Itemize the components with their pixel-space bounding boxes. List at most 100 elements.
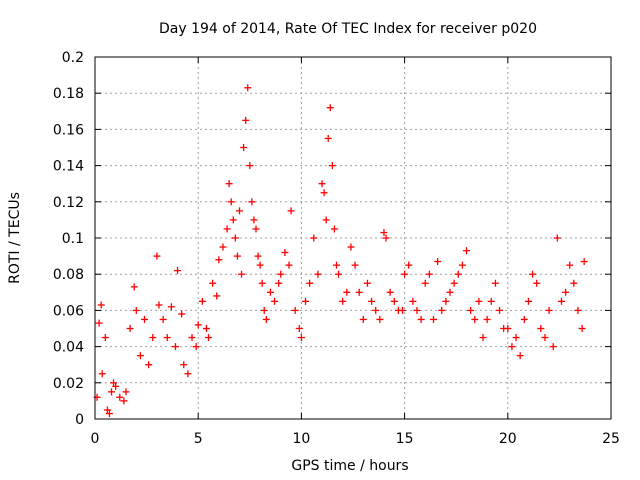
data-point bbox=[382, 234, 390, 242]
data-point bbox=[413, 306, 421, 314]
data-point bbox=[320, 189, 328, 197]
data-point bbox=[479, 334, 487, 342]
data-point bbox=[227, 198, 235, 206]
data-point bbox=[159, 315, 167, 323]
data-point bbox=[256, 261, 264, 269]
data-point bbox=[116, 393, 124, 401]
data-point bbox=[368, 297, 376, 305]
y-tick-label: 0.14 bbox=[53, 159, 84, 175]
data-point bbox=[266, 288, 274, 296]
y-tick-label: 0.18 bbox=[53, 86, 84, 102]
x-tick-label: 15 bbox=[396, 431, 414, 447]
data-point bbox=[108, 388, 116, 396]
data-point bbox=[171, 343, 179, 351]
data-point bbox=[238, 270, 246, 278]
data-point bbox=[240, 144, 248, 151]
data-point bbox=[553, 234, 561, 242]
data-point bbox=[328, 162, 336, 170]
data-point bbox=[326, 104, 334, 112]
y-tick-label: 0.04 bbox=[53, 340, 84, 356]
data-point bbox=[409, 297, 417, 305]
data-point bbox=[425, 270, 433, 278]
data-point bbox=[549, 343, 557, 351]
data-point bbox=[487, 297, 495, 305]
y-tick-label: 0.12 bbox=[53, 195, 84, 211]
data-point bbox=[483, 315, 491, 323]
data-point bbox=[438, 306, 446, 314]
data-point bbox=[95, 319, 103, 327]
data-point bbox=[287, 207, 295, 215]
data-point bbox=[417, 315, 425, 323]
plot-frame bbox=[94, 56, 612, 420]
data-point bbox=[153, 252, 161, 260]
data-point bbox=[260, 306, 268, 314]
grid-lines bbox=[95, 57, 611, 419]
data-point bbox=[291, 306, 299, 314]
data-point bbox=[330, 225, 338, 233]
data-point bbox=[545, 306, 553, 314]
data-point bbox=[184, 370, 192, 378]
data-point bbox=[110, 379, 118, 387]
data-point bbox=[163, 334, 171, 342]
data-point bbox=[363, 279, 371, 287]
data-point bbox=[112, 382, 120, 390]
data-point bbox=[446, 288, 454, 296]
data-point bbox=[223, 225, 231, 233]
data-point bbox=[246, 162, 254, 170]
data-point bbox=[450, 279, 458, 287]
data-point bbox=[580, 258, 588, 266]
y-tick-label: 0.1 bbox=[62, 231, 84, 247]
data-point bbox=[215, 256, 223, 264]
y-tick-label: 0.2 bbox=[62, 50, 84, 66]
data-point bbox=[570, 279, 578, 287]
y-axis-label: ROTI / TECUs bbox=[7, 192, 23, 284]
data-point bbox=[97, 301, 105, 309]
data-point bbox=[254, 252, 262, 260]
data-point bbox=[421, 279, 429, 287]
data-point bbox=[275, 279, 283, 287]
data-point bbox=[339, 297, 347, 305]
data-point bbox=[512, 334, 520, 342]
data-point bbox=[557, 297, 565, 305]
data-point bbox=[235, 207, 243, 215]
data-point bbox=[578, 325, 586, 332]
data-point bbox=[180, 361, 188, 369]
data-point bbox=[209, 279, 217, 287]
data-point bbox=[192, 343, 200, 351]
data-point bbox=[454, 270, 462, 278]
data-point bbox=[188, 334, 196, 342]
data-point bbox=[359, 315, 367, 323]
data-point bbox=[122, 388, 130, 396]
data-point bbox=[219, 243, 227, 251]
data-point bbox=[562, 288, 570, 296]
data-point bbox=[508, 343, 516, 351]
data-point bbox=[566, 261, 574, 269]
data-point bbox=[520, 315, 528, 323]
data-point bbox=[355, 288, 363, 296]
data-point bbox=[105, 410, 113, 418]
data-point bbox=[130, 283, 138, 291]
y-tick-label: 0.02 bbox=[53, 376, 84, 392]
data-point bbox=[537, 325, 545, 332]
data-point bbox=[167, 303, 175, 311]
data-point bbox=[155, 301, 163, 309]
data-point bbox=[262, 315, 270, 323]
data-point bbox=[136, 352, 144, 360]
data-point bbox=[194, 321, 202, 329]
data-point bbox=[429, 315, 437, 323]
data-point bbox=[372, 306, 380, 314]
x-tick-label: 5 bbox=[194, 431, 203, 447]
data-point bbox=[145, 361, 153, 369]
data-point bbox=[174, 267, 182, 275]
data-point bbox=[332, 261, 340, 269]
x-tick-label: 10 bbox=[292, 431, 310, 447]
data-point bbox=[471, 315, 479, 323]
y-tick-label: 0.08 bbox=[53, 267, 84, 283]
data-point bbox=[322, 216, 330, 224]
data-point bbox=[386, 288, 394, 296]
data-point bbox=[229, 216, 237, 224]
data-point bbox=[524, 297, 532, 305]
data-point bbox=[529, 270, 537, 278]
data-point bbox=[380, 229, 388, 237]
x-tick-label: 20 bbox=[499, 431, 517, 447]
